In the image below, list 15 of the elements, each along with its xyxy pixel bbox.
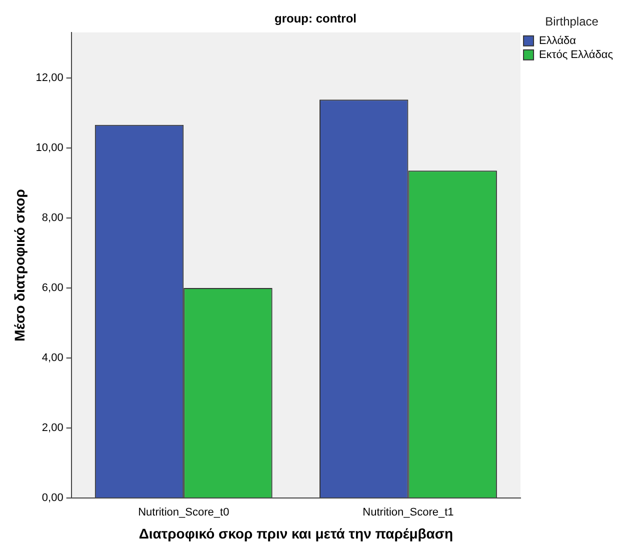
legend-label: Εκτός Ελλάδας xyxy=(539,48,614,61)
chart-title: group: control xyxy=(274,12,356,26)
y-tick-label: 4,00 xyxy=(42,352,64,364)
y-tick-label: 0,00 xyxy=(42,492,64,504)
y-tick-label: 10,00 xyxy=(36,142,64,154)
legend-label: Ελλάδα xyxy=(539,34,577,47)
x-axis-title: Διατροφικό σκορ πριν και μετά την παρέμβαση xyxy=(138,525,454,542)
y-axis-title: Μέσο διατροφικό σκορ xyxy=(11,188,28,342)
y-tick-label: 2,00 xyxy=(42,422,64,434)
x-tick-label: Nutrition_Score_t0 xyxy=(138,506,230,519)
y-tick-label: 12,00 xyxy=(36,72,64,84)
y-tick-label: 6,00 xyxy=(42,282,64,294)
y-tick-label: 8,00 xyxy=(42,212,64,224)
x-tick-label: Nutrition_Score_t1 xyxy=(362,506,454,519)
legend-title: Birthplace xyxy=(545,14,599,28)
